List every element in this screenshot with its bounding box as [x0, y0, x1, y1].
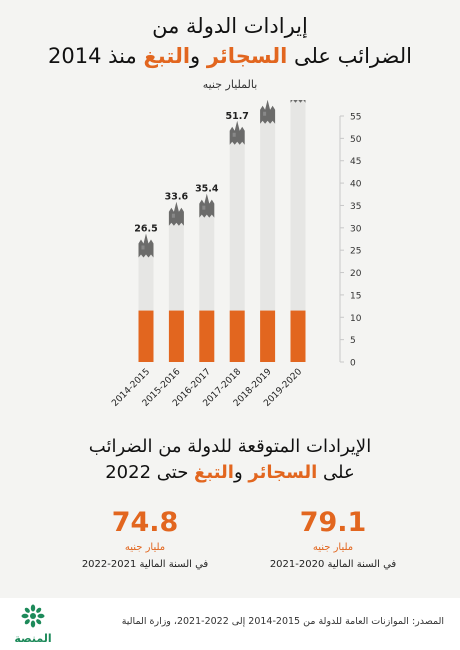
cigarette-paper	[199, 203, 215, 311]
projection-stat-2020-2021: 79.1 مليار جنيه في السنة المالية 2020-20…	[248, 507, 418, 570]
y-tick-label: 5	[350, 336, 356, 346]
chart-unit: بالمليار جنيه	[202, 78, 258, 91]
cigarette-ash	[138, 233, 154, 258]
projection-highlight-cigarettes: السجائر	[248, 462, 318, 483]
y-tick-label: 15	[350, 291, 361, 301]
cigarette-ash	[290, 100, 306, 103]
projection-title-line1: الإيرادات المتوقعة للدولة من الضرائب	[88, 436, 372, 457]
y-tick-label: 50	[350, 135, 362, 145]
title-highlight-cigarettes: السجائر	[206, 44, 288, 68]
cigarette-filter	[229, 310, 245, 362]
projection-value: 79.1	[299, 507, 367, 538]
chart-title-line1: إيرادات الدولة من	[152, 14, 308, 38]
cigarette-filter	[138, 310, 154, 362]
y-tick-label: 35	[350, 202, 361, 212]
bar-value-label: 35.4	[195, 184, 219, 195]
projection-stat-2021-2022: 74.8 مليار جنيه في السنة المالية 2021-20…	[60, 507, 230, 570]
cigarette-paper	[229, 130, 245, 311]
cigarette-ash	[168, 201, 184, 226]
projection-part-pre: على	[317, 462, 355, 483]
cigarette-filter	[260, 310, 276, 362]
bar-value-label: 33.6	[165, 192, 189, 203]
projection-year: في السنة المالية 2021-2022	[81, 559, 209, 570]
cigarette-ash	[260, 100, 276, 124]
source-note: المصدر: الموازنات العامة للدولة من 2015-…	[121, 616, 444, 627]
flower-logo-icon	[21, 604, 45, 628]
y-tick-label: 55	[350, 113, 361, 123]
almanassa-logo: المنصة	[14, 604, 52, 645]
bar-value-label: 51.7	[225, 111, 248, 122]
y-tick-label: 0	[350, 359, 356, 369]
chart-title-line2: الضرائب على السجائر والتبغ منذ 2014	[0, 44, 460, 68]
cigarette-bar-chart: 051015202530354045505526.52014-201533.62…	[110, 100, 362, 409]
title-part-pre: الضرائب على	[293, 44, 412, 68]
cigarette-paper	[290, 100, 306, 311]
y-tick-label: 45	[350, 157, 361, 167]
footer: المنصة المصدر: الموازنات العامة للدولة م…	[0, 598, 460, 650]
projection-part-post: حتى 2022	[105, 462, 195, 483]
cigarette-filter	[199, 310, 215, 362]
title-part-and: و	[190, 44, 207, 68]
projection-unit: مليار جنيه	[124, 542, 166, 553]
projection-highlight-tobacco: التبغ	[194, 462, 234, 483]
title-part-post: منذ 2014	[48, 44, 144, 68]
projection-part-and: و	[233, 462, 249, 483]
cigarette-paper	[138, 243, 154, 311]
cigarette-ash	[229, 120, 245, 145]
cigarette-filter	[168, 310, 184, 362]
cigarette-paper	[260, 109, 276, 311]
bar-value-label: 56.4	[256, 100, 280, 101]
title-highlight-tobacco: التبغ	[143, 44, 191, 68]
cigarette-ash	[199, 193, 215, 218]
ash-highlight	[263, 111, 267, 116]
ash-highlight	[202, 205, 206, 210]
y-tick-label: 20	[350, 269, 362, 279]
logo-text: المنصة	[14, 632, 52, 645]
y-tick-label: 30	[350, 224, 362, 234]
bar-value-label: 26.5	[134, 223, 157, 234]
cigarette-filter	[290, 310, 306, 362]
projection-title-line2: على السجائر والتبغ حتى 2022	[0, 462, 460, 483]
projection-unit: مليار جنيه	[312, 542, 354, 553]
ash-highlight	[171, 213, 175, 218]
cigarette-paper	[168, 211, 184, 311]
y-tick-label: 40	[350, 180, 362, 190]
ash-highlight	[141, 245, 145, 250]
ash-highlight	[232, 132, 236, 137]
projection-value: 74.8	[111, 507, 179, 538]
y-tick-label: 10	[350, 314, 362, 324]
projection-year: في السنة المالية 2020-2021	[269, 559, 397, 570]
y-tick-label: 25	[350, 247, 361, 257]
